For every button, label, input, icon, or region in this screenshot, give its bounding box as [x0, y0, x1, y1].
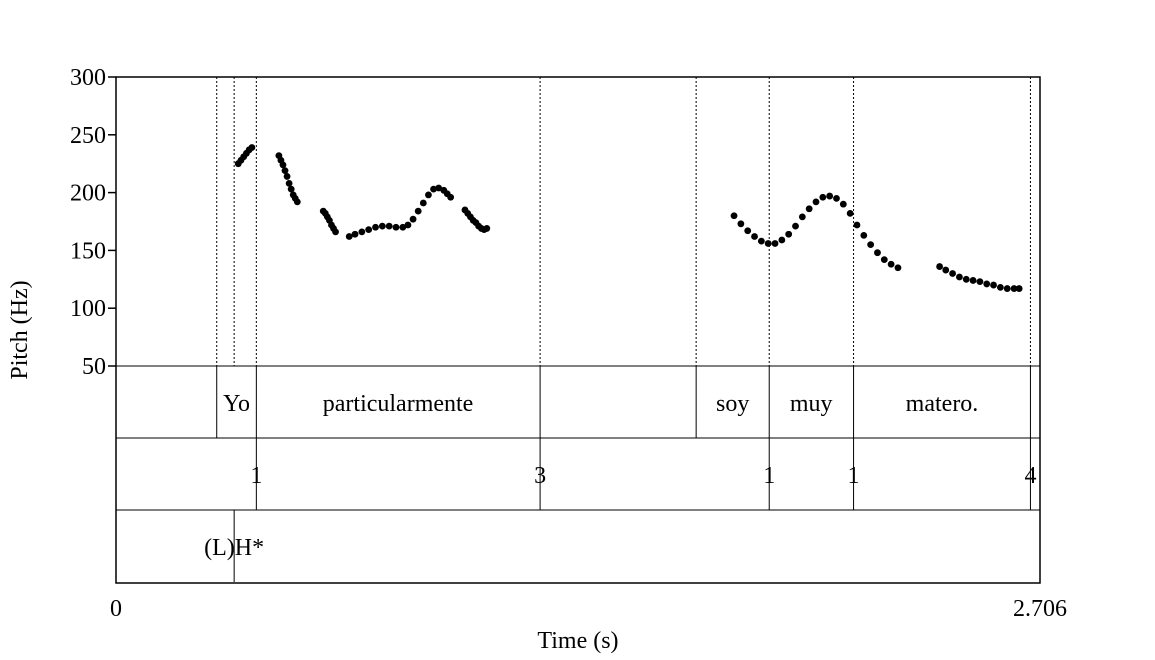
- pitch-point: [399, 223, 407, 231]
- pitch-point: [751, 233, 758, 240]
- pitch-point: [332, 228, 339, 236]
- pitch-point: [860, 231, 868, 239]
- pitch-point: [887, 260, 895, 268]
- pitch-point: [839, 200, 847, 208]
- pitch-point: [345, 233, 353, 240]
- pitch-point: [812, 198, 820, 206]
- plot-frame: [115, 76, 1041, 584]
- pitch-point: [956, 273, 963, 281]
- x-axis-title: Time (s): [537, 628, 618, 654]
- pitch-point: [287, 185, 295, 193]
- pitch-point: [798, 213, 806, 221]
- pitch-point: [392, 223, 400, 231]
- pitch-point: [372, 223, 379, 231]
- tier-labels: Yo particularmente soy muy matero. 1 3 1 1 4 (L)H*: [204, 391, 1036, 561]
- pitch-point: [1003, 285, 1011, 292]
- pitch-point: [880, 256, 888, 264]
- tier-label: 3: [534, 463, 546, 489]
- pitch-point: [744, 227, 752, 235]
- pitch-point: [279, 161, 287, 169]
- tier-label: Yo: [223, 391, 250, 417]
- pitch-point: [949, 270, 956, 277]
- pitch-point: [771, 240, 779, 247]
- pitch-point: [385, 222, 393, 230]
- y-axis-title: Pitch (Hz): [7, 280, 33, 379]
- y-tick-label: 200: [70, 181, 106, 207]
- pitch-point: [826, 192, 834, 200]
- tier-label: (L)H*: [204, 535, 264, 561]
- boundary-lines: [216, 77, 1031, 366]
- tier-label: 1: [250, 463, 262, 489]
- pitch-point: [936, 263, 944, 270]
- pitch-point: [846, 210, 854, 217]
- pitch-point: [430, 185, 437, 193]
- pitch-point: [867, 241, 875, 249]
- x-tick-label: 2.706: [1013, 596, 1067, 622]
- pitch-points: [234, 144, 1023, 292]
- x-tick-label: 0: [110, 596, 122, 622]
- pitch-point: [894, 264, 902, 272]
- pitch-point: [248, 144, 256, 151]
- pitch-point: [409, 215, 417, 223]
- pitch-point: [483, 225, 491, 232]
- pitch-point: [285, 179, 293, 187]
- pitch-point: [757, 237, 765, 245]
- axes: 300 250 200 150 100 50 0 2.706: [70, 65, 1067, 622]
- y-tick-label: 250: [70, 123, 106, 149]
- tier-lines: [216, 366, 1031, 582]
- pitch-point: [281, 167, 289, 175]
- y-tick-label: 150: [70, 238, 106, 264]
- pitch-point: [778, 236, 786, 244]
- pitch-point: [293, 198, 301, 206]
- y-tick-label: 100: [70, 296, 106, 322]
- pitch-point: [358, 228, 366, 236]
- pitch-point: [447, 193, 455, 201]
- pitch-point: [414, 207, 422, 215]
- y-tick-label: 300: [70, 65, 106, 91]
- pitch-point: [1015, 285, 1023, 292]
- tier-label: 1: [848, 463, 860, 489]
- pitch-point: [404, 221, 412, 229]
- pitch-point: [969, 277, 977, 284]
- tier-label: particularmente: [323, 391, 474, 417]
- pitch-point: [764, 240, 772, 247]
- pitch-point: [996, 283, 1004, 291]
- pitch-point: [819, 193, 827, 201]
- pitch-point: [365, 226, 373, 233]
- tier-label: muy: [790, 391, 833, 417]
- pitch-point: [833, 194, 840, 202]
- pitch-point: [378, 222, 386, 230]
- pitch-point: [435, 184, 443, 192]
- pitch-point: [1010, 285, 1018, 292]
- pitch-point: [853, 221, 861, 229]
- pitch-point: [874, 249, 881, 257]
- pitch-point: [785, 230, 793, 238]
- tier-label: 4: [1024, 463, 1036, 489]
- pitch-point: [730, 212, 738, 220]
- tier-label: 1: [763, 463, 775, 489]
- pitch-point: [942, 266, 950, 274]
- pitch-point: [419, 199, 427, 207]
- pitch-point: [990, 281, 997, 289]
- pitch-point: [983, 280, 991, 288]
- tier-label: matero.: [906, 391, 979, 417]
- pitch-point: [976, 278, 984, 286]
- pitch-point: [425, 191, 432, 199]
- pitch-point: [962, 275, 970, 283]
- y-tick-label: 50: [82, 354, 106, 380]
- pitch-point: [737, 220, 745, 228]
- tier-label: soy: [716, 391, 749, 417]
- pitch-point: [792, 222, 799, 230]
- pitch-point: [283, 173, 291, 180]
- pitch-point: [351, 230, 359, 238]
- pitch-point: [805, 205, 813, 213]
